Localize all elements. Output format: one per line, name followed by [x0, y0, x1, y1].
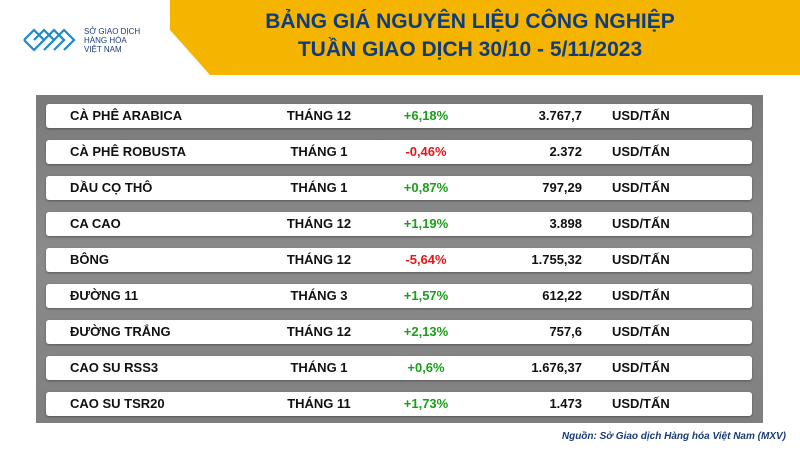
contract-month: THÁNG 1	[290, 144, 348, 159]
contract-month: THÁNG 12	[286, 252, 352, 267]
table-row: CAO SU TSR20 THÁNG 11 +1,73% 1.473 USD/TẤN	[46, 392, 752, 416]
price-value: 757,6	[549, 324, 582, 339]
commodity-name: CAO SU TSR20	[70, 396, 165, 411]
logo-icon	[23, 28, 76, 52]
commodity-name: CAO SU RSS3	[70, 360, 159, 375]
price-value: 797,29	[542, 180, 582, 195]
percent-change: +1,19%	[403, 216, 449, 231]
percent-change: +6,18%	[403, 108, 449, 123]
commodity-name: BÔNG	[70, 252, 109, 267]
price-unit: USD/TẤN	[612, 252, 670, 267]
commodity-name: CÀ PHÊ ARABICA	[70, 108, 183, 123]
commodity-name: DẦU CỌ THÔ	[70, 180, 153, 195]
contract-month: THÁNG 1	[290, 360, 348, 375]
commodity-name: ĐƯỜNG TRẮNG	[70, 324, 171, 339]
percent-change: +2,13%	[403, 324, 449, 339]
contract-month: THÁNG 12	[286, 108, 352, 123]
logo-line-3: VIỆT NAM	[84, 44, 122, 54]
price-unit: USD/TẤN	[612, 108, 670, 123]
percent-change: -0,46%	[405, 144, 447, 159]
price-unit: USD/TẤN	[612, 324, 670, 339]
table-row: ĐƯỜNG 11 THÁNG 3 +1,57% 612,22 USD/TẤN	[46, 284, 752, 308]
percent-change: +1,57%	[403, 288, 449, 303]
commodity-name: ĐƯỜNG 11	[70, 288, 139, 303]
price-value: 1.676,37	[531, 360, 582, 375]
page-title: BẢNG GIÁ NGUYÊN LIỆU CÔNG NGHIỆP TUẦN GI…	[170, 8, 770, 64]
table-row: ĐƯỜNG TRẮNG THÁNG 12 +2,13% 757,6 USD/TẤN	[46, 320, 752, 344]
contract-month: THÁNG 11	[287, 396, 351, 411]
percent-change: -5,64%	[405, 252, 447, 267]
commodity-name: CA CAO	[70, 216, 121, 231]
contract-month: THÁNG 3	[290, 288, 348, 303]
contract-month: THÁNG 1	[290, 180, 348, 195]
table-row: CA CAO THÁNG 12 +1,19% 3.898 USD/TẤN	[46, 212, 752, 236]
table-row: CÀ PHÊ ARABICA THÁNG 12 +6,18% 3.767,7 USD/T…	[46, 104, 752, 128]
price-value: 2.372	[549, 144, 582, 159]
price-value: 3.767,7	[538, 108, 582, 123]
source-note: Nguồn: Sở Giao dịch Hàng hóa Việt Nam (M…	[561, 431, 786, 442]
commodity-name: CÀ PHÊ ROBUSTA	[70, 144, 187, 159]
price-unit: USD/TẤN	[612, 360, 670, 375]
logo-text: SỞ GIAO DỊCH HÀNG HÓA VIỆT NAM	[84, 27, 140, 54]
table-row: CAO SU RSS3 THÁNG 1 +0,6% 1.676,37 USD/TẤN	[46, 356, 752, 380]
price-unit: USD/TẤN	[612, 180, 670, 195]
logo: SỞ GIAO DỊCH HÀNG HÓA VIỆT NAM	[20, 18, 180, 62]
price-unit: USD/TẤN	[612, 396, 670, 411]
title-line-2: TUẦN GIAO DỊCH 30/10 - 5/11/2023	[297, 38, 643, 61]
logo-line-2: HÀNG HÓA	[84, 35, 127, 45]
percent-change: +1,73%	[403, 396, 449, 411]
table-row: BÔNG THÁNG 12 -5,64% 1.755,32 USD/TẤN	[46, 248, 752, 272]
price-value: 1.755,32	[531, 252, 582, 267]
contract-month: THÁNG 12	[286, 324, 352, 339]
table-row: CÀ PHÊ ROBUSTA THÁNG 1 -0,46% 2.372 USD/TẤN	[46, 140, 752, 164]
price-unit: USD/TẤN	[612, 288, 670, 303]
percent-change: +0,87%	[403, 180, 449, 195]
header-band	[170, 0, 800, 75]
price-value: 3.898	[549, 216, 582, 231]
price-value: 1.473	[549, 396, 582, 411]
percent-change: +0,6%	[407, 360, 445, 375]
title-line-1: BẢNG GIÁ NGUYÊN LIỆU CÔNG NGHIỆP	[265, 10, 675, 33]
price-value: 612,22	[542, 288, 582, 303]
header: SỞ GIAO DỊCH HÀNG HÓA VIỆT NAM BẢNG GIÁ …	[0, 0, 800, 75]
price-unit: USD/TẤN	[612, 144, 670, 159]
price-unit: USD/TẤN	[612, 216, 670, 231]
contract-month: THÁNG 12	[286, 216, 352, 231]
logo-line-1: SỞ GIAO DỊCH	[84, 26, 141, 36]
table-row: DẦU CỌ THÔ THÁNG 1 +0,87% 797,29 USD/TẤN	[46, 176, 752, 200]
